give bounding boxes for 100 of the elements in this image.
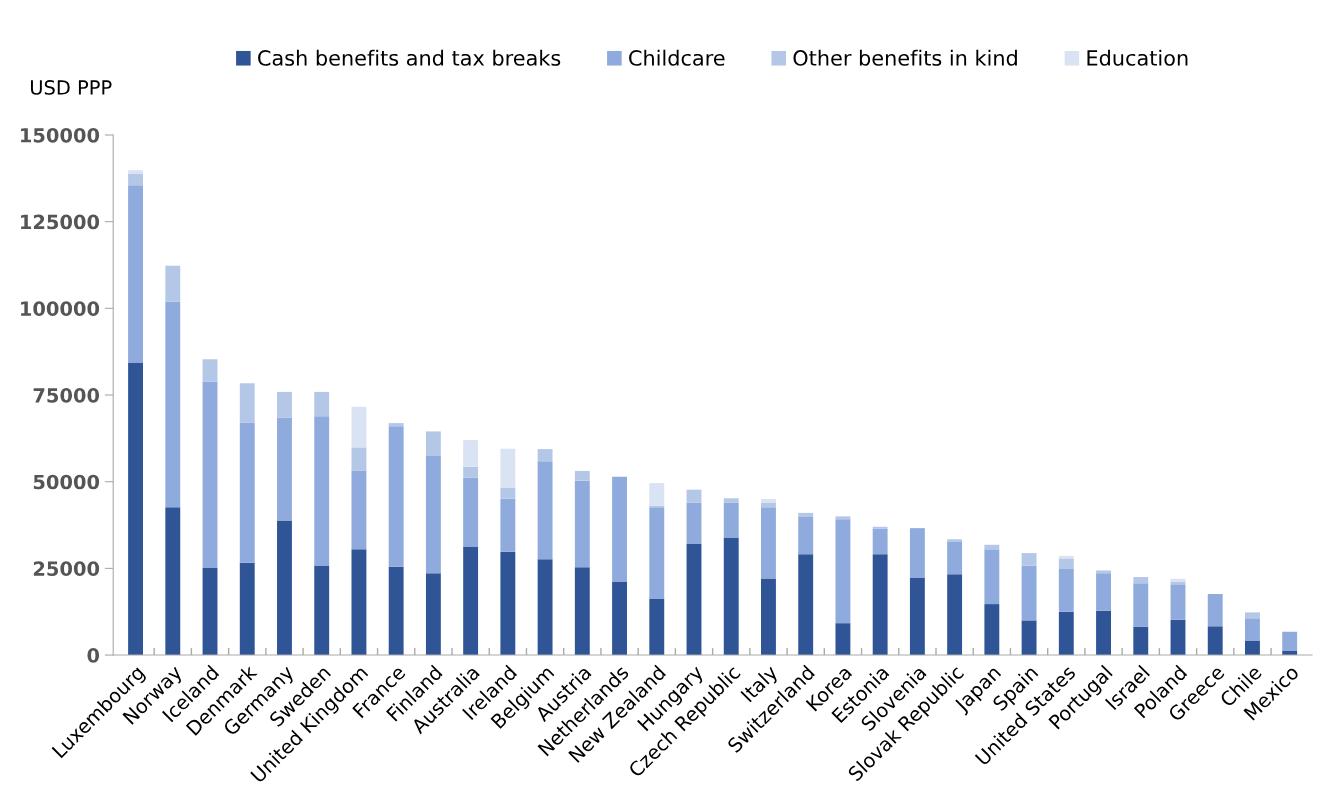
bar (425, 573, 441, 656)
bar (165, 507, 181, 656)
bar (351, 470, 367, 550)
bar (723, 502, 739, 538)
bar (1096, 570, 1111, 574)
bar (1133, 577, 1149, 584)
bar (798, 516, 814, 555)
legend-label: Education (1087, 49, 1188, 66)
bar (463, 466, 479, 478)
bar (574, 567, 590, 656)
y-tick-label: 100000 (21, 301, 100, 316)
bar (128, 362, 143, 656)
bar (239, 422, 255, 563)
bar (761, 507, 776, 579)
bar (165, 301, 181, 508)
bar (277, 417, 292, 521)
bar (463, 477, 479, 547)
bar (984, 549, 1000, 605)
y-tick-label: 0 (87, 648, 100, 663)
bar (500, 498, 516, 552)
bar (574, 480, 590, 568)
bar (202, 359, 218, 382)
bar (1207, 626, 1223, 656)
bar (500, 448, 516, 488)
bar (1245, 640, 1260, 656)
legend-label: Other benefits in kind (793, 49, 1017, 66)
bar (872, 526, 888, 529)
bar (1058, 568, 1074, 612)
bar (947, 574, 963, 656)
bar (239, 383, 255, 423)
y-tick-label: 75000 (33, 387, 100, 403)
bar (574, 470, 590, 481)
bar (1245, 612, 1260, 619)
bar (202, 568, 218, 656)
y-tick-label: 50000 (33, 474, 100, 490)
bar (314, 416, 330, 566)
bar (909, 577, 925, 656)
bar (612, 476, 627, 582)
bar (239, 562, 255, 656)
bar (835, 623, 851, 656)
bar (388, 566, 404, 656)
bar (537, 449, 553, 462)
bar (463, 546, 479, 656)
bar (351, 549, 367, 656)
bar (1170, 584, 1186, 620)
bar (984, 544, 1000, 550)
bar (277, 520, 292, 656)
bar (165, 265, 181, 302)
bar (612, 581, 627, 656)
bar (1096, 573, 1111, 611)
bar (463, 440, 479, 467)
bar (984, 604, 1000, 656)
legend-label: Childcare (629, 49, 725, 66)
bar (314, 565, 330, 656)
bar (798, 554, 814, 656)
bar (761, 578, 776, 656)
bar (537, 559, 553, 656)
bar (947, 542, 963, 575)
y-axis-title: USD PPP (30, 80, 112, 95)
bar (202, 381, 218, 569)
bar (1207, 594, 1223, 627)
y-tick-label: 25000 (33, 561, 100, 577)
y-tick-label: 150000 (21, 127, 100, 143)
bar (1133, 583, 1149, 627)
bar (425, 456, 441, 574)
bar (872, 528, 888, 555)
bar (835, 516, 851, 520)
bar (686, 543, 702, 656)
bar (835, 519, 851, 624)
bar (128, 173, 143, 186)
bar (128, 185, 143, 363)
bar (1058, 558, 1074, 569)
bar (388, 426, 404, 567)
bar (723, 537, 739, 656)
bar (1282, 631, 1298, 651)
bar (128, 170, 143, 174)
bar (649, 483, 665, 506)
bar (1170, 619, 1186, 656)
bar (537, 461, 553, 560)
bar (649, 598, 665, 656)
bar (1245, 618, 1260, 641)
y-tick-label: 125000 (21, 214, 100, 230)
bar (500, 487, 516, 499)
bar (872, 554, 888, 656)
legend-label: Cash benefits and tax breaks (258, 49, 561, 66)
bar (277, 391, 292, 418)
bar (425, 431, 441, 457)
bar (686, 502, 702, 544)
bar (909, 528, 925, 578)
bar (351, 447, 367, 471)
bar (1133, 626, 1149, 656)
bar (649, 507, 665, 599)
bar (761, 502, 776, 508)
bar (1021, 565, 1037, 621)
bar (314, 391, 330, 417)
bar (388, 423, 404, 427)
bar (1021, 553, 1037, 566)
bar (1021, 620, 1037, 656)
bar (500, 551, 516, 656)
bar (1096, 610, 1111, 656)
